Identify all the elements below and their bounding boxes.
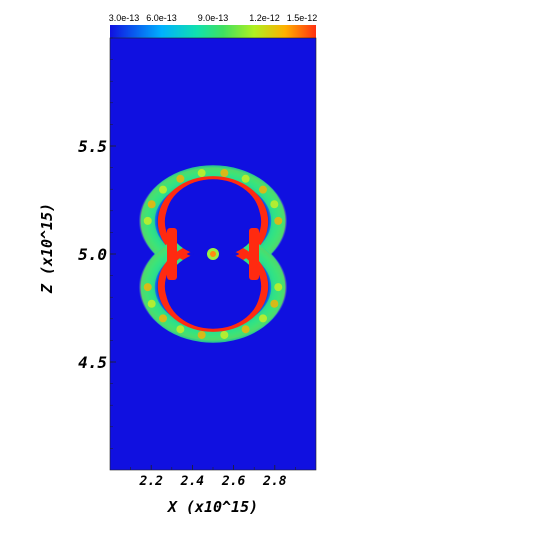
x-axis-ticks: 2.2 2.4 2.6 2.8 [130, 465, 296, 489]
shell-clump [159, 185, 168, 194]
shell-clump [197, 169, 206, 178]
x-tick-label: 2.2 [138, 474, 163, 489]
shell-clump [258, 314, 267, 323]
density-features [138, 165, 288, 343]
lower-cavity [165, 251, 261, 329]
shell-clump [176, 325, 185, 334]
shell-clump [143, 216, 152, 225]
shell-clump [220, 169, 229, 178]
shell-clump [143, 283, 152, 292]
x-tick-label: 2.6 [221, 474, 246, 489]
shell-clump [197, 330, 206, 339]
shell-clump [274, 283, 283, 292]
colorbar-gradient [110, 25, 316, 38]
y-tick-label: 4.5 [78, 353, 107, 372]
colorbar-tick-label: 1.5e-12 [287, 13, 318, 23]
y-tick-label: 5.0 [78, 245, 107, 264]
shell-clump [220, 330, 229, 339]
central-knot [210, 251, 216, 257]
shell-clump [258, 185, 267, 194]
colorbar: 3.0e-13 6.0e-13 9.0e-13 1.2e-12 1.5e-12 [109, 13, 318, 38]
colorbar-tick-label: 6.0e-13 [146, 13, 177, 23]
x-axis-title: X (x10^15) [166, 498, 258, 516]
shell-clump [270, 200, 279, 209]
colorbar-tick-label: 1.2e-12 [249, 13, 280, 23]
waist-bar [167, 228, 177, 280]
shell-clump [176, 174, 185, 183]
shell-clump [270, 299, 279, 308]
waist-bar [249, 228, 259, 280]
shell-clump [241, 174, 250, 183]
x-tick-label: 2.8 [262, 474, 287, 489]
x-tick-label: 2.4 [180, 474, 205, 489]
shell-clump [241, 325, 250, 334]
colorbar-tick-label: 3.0e-13 [109, 13, 140, 23]
shell-clump [159, 314, 168, 323]
y-axis-ticks: 4.5 5.0 5.5 [78, 37, 116, 449]
upper-cavity [165, 179, 261, 257]
shell-clump [274, 216, 283, 225]
colorbar-tick-label: 9.0e-13 [198, 13, 229, 23]
y-axis-title: Z (x10^15) [38, 203, 56, 294]
shell-clump [147, 299, 156, 308]
colorbar-tick-labels: 3.0e-13 6.0e-13 9.0e-13 1.2e-12 1.5e-12 [109, 13, 318, 23]
shell-clump [147, 200, 156, 209]
y-tick-label: 5.5 [78, 137, 107, 156]
heatmap-area [109, 37, 317, 471]
